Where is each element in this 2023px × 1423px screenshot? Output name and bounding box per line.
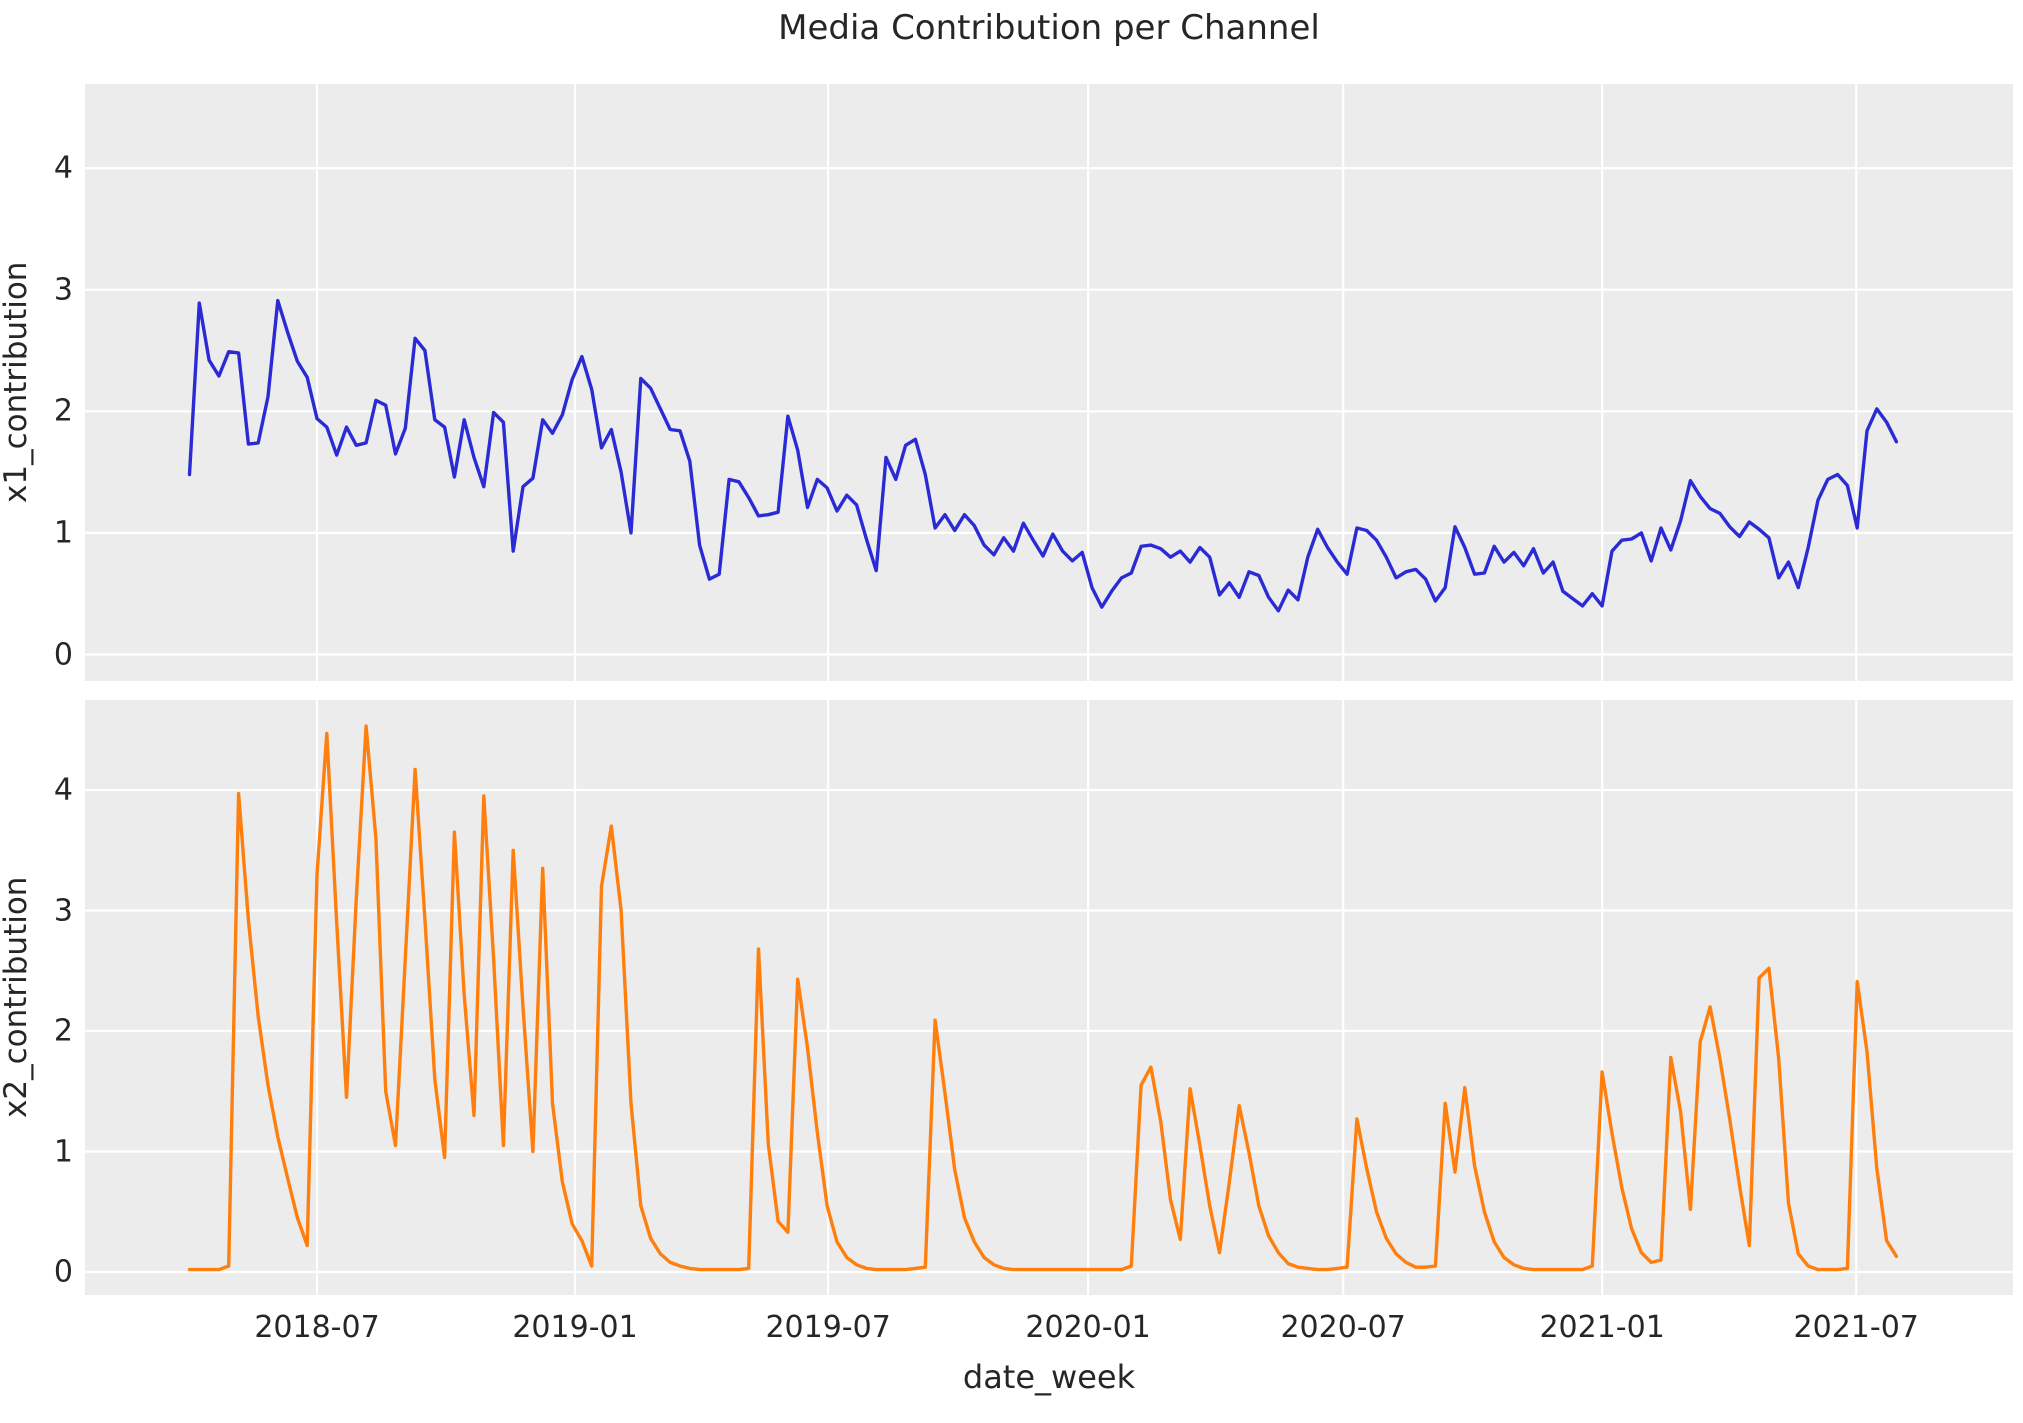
x2_contribution-line <box>187 724 1899 1272</box>
y-tick-label: 0 <box>53 637 73 672</box>
x-tick-label: 2021-01 <box>1539 1310 1665 1345</box>
x-tick-label: 2020-07 <box>1280 1310 1406 1345</box>
y-tick-label: 4 <box>53 772 73 808</box>
y-tick-label: 3 <box>53 893 73 928</box>
x-tick-label: 2019-01 <box>512 1310 638 1345</box>
x-tick-label: 2020-01 <box>1025 1310 1151 1345</box>
x1-line-chart <box>85 84 2013 681</box>
x-tick-label: 2019-07 <box>765 1310 891 1345</box>
chart-title: Media Contribution per Channel <box>778 8 1320 48</box>
x-tick-label: 2018-07 <box>254 1310 380 1345</box>
y-tick-label: 1 <box>53 1134 73 1169</box>
x2-line-chart <box>85 700 2013 1295</box>
y-tick-label: 4 <box>53 150 73 186</box>
subplot-x2-contribution <box>85 700 2013 1295</box>
subplot-x1-contribution <box>85 84 2013 681</box>
y-tick-label: 1 <box>53 515 73 551</box>
x1_contribution-line <box>187 298 1899 613</box>
x-tick-label: 2021-07 <box>1793 1310 1919 1345</box>
y-tick-label: 3 <box>53 272 73 308</box>
y-tick-label: 0 <box>53 1254 73 1290</box>
y-tick-label: 2 <box>53 393 73 429</box>
y-tick-label: 2 <box>53 1013 73 1049</box>
x-axis-label: date_week <box>962 1358 1136 1396</box>
